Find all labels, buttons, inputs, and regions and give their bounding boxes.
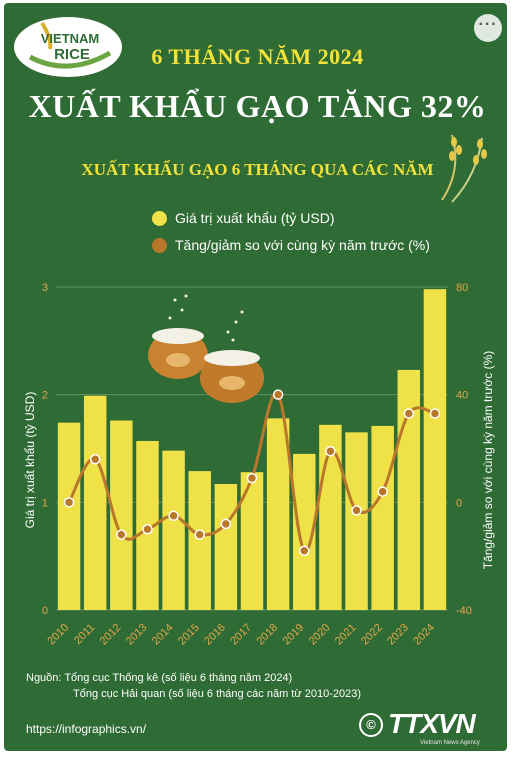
legend-item-bars: Giá trị xuất khẩu (tỷ USD) <box>152 210 335 226</box>
y2-tick-label: 80 <box>456 282 468 294</box>
copyright-icon: © <box>359 713 383 737</box>
growth-point-2013 <box>142 524 153 535</box>
growth-point-2017 <box>246 472 258 484</box>
growth-point-2023 <box>403 408 415 419</box>
bar-2010 <box>57 422 81 610</box>
bar-2023 <box>397 369 421 610</box>
legend-bar-swatch <box>152 211 167 226</box>
x-tick-label: 2022 <box>359 622 385 648</box>
x-tick-label: 2012 <box>98 622 124 648</box>
logo-text-vietnam: VIETNAM <box>41 31 100 46</box>
x-tick-label: 2020 <box>307 622 333 648</box>
vietnam-rice-logo: VIETNAM RICE <box>14 17 122 77</box>
x-tick-label: 2010 <box>45 622 71 648</box>
bar-2019 <box>293 453 316 610</box>
growth-line <box>67 391 436 553</box>
source-line-1: Nguồn: Tổng cục Thống kê (số liệu 6 thán… <box>26 672 293 684</box>
y-tick-label: 2 <box>42 390 48 402</box>
source-line-2: Tổng cục Hải quan (số liệu 6 tháng các n… <box>73 688 362 700</box>
y-tick-label: 1 <box>42 497 48 509</box>
bar-2017 <box>240 472 264 610</box>
y2-tick-label: -40 <box>456 605 472 617</box>
title-period: 6 THÁNG NĂM 2024 <box>151 44 364 69</box>
growth-point-2019 <box>299 545 310 557</box>
bar-2012 <box>110 420 133 610</box>
growth-point-2011 <box>89 454 101 465</box>
bar-2016 <box>214 484 238 610</box>
bar-2011 <box>83 395 107 610</box>
ttxvn-logo: TTXVN <box>388 708 476 739</box>
y2-axis-title: Tăng/giảm so với cùng kỳ năm trước (%) <box>481 351 495 570</box>
logo-text-rice: RICE <box>54 46 90 63</box>
growth-point-2021 <box>351 505 362 516</box>
y2-tick-label: 40 <box>456 390 468 402</box>
x-tick-label: 2016 <box>202 622 228 648</box>
bar-2015 <box>188 471 211 610</box>
title-headline: XUẤT KHẨU GẠO TĂNG 32% <box>28 88 487 124</box>
growth-point-2010 <box>63 497 75 508</box>
growth-point-2015 <box>194 529 205 540</box>
x-tick-label: 2023 <box>385 622 411 648</box>
x-tick-label: 2024 <box>411 622 437 648</box>
legend-line-label: Tăng/giảm so với cùng kỳ năm trước (%) <box>175 237 430 253</box>
x-tick-label: 2015 <box>176 622 202 648</box>
growth-point-2012 <box>116 529 127 540</box>
bar-2018 <box>266 418 290 610</box>
bar-2022 <box>371 425 394 610</box>
y2-tick-label: 0 <box>456 497 462 509</box>
website-link[interactable]: https://infographics.vn/ <box>26 722 147 736</box>
x-tick-label: 2013 <box>124 622 150 648</box>
ttxvn-subtitle: Vietnam News Agency <box>420 740 480 746</box>
legend-item-line: Tăng/giảm so với cùng kỳ năm trước (%) <box>152 237 430 253</box>
bar-2024 <box>423 289 447 610</box>
more-options-button[interactable]: ··· <box>474 14 502 42</box>
growth-point-2022 <box>377 486 388 497</box>
y-tick-label: 3 <box>42 282 48 294</box>
rice-stalk-icon <box>441 134 487 203</box>
growth-point-2016 <box>220 518 232 530</box>
growth-point-2014 <box>168 510 179 522</box>
chart-title: XUẤT KHẨU GẠO 6 THÁNG QUA CÁC NĂM <box>81 160 434 179</box>
x-tick-label: 2019 <box>281 622 307 648</box>
x-tick-label: 2021 <box>333 622 359 648</box>
bar-2021 <box>345 432 368 610</box>
growth-point-2024 <box>429 408 441 419</box>
x-tick-label: 2014 <box>150 622 176 648</box>
growth-point-2018 <box>272 389 284 400</box>
x-tick-label: 2017 <box>228 622 254 648</box>
x-tick-label: 2011 <box>72 622 97 647</box>
legend-bar-label: Giá trị xuất khẩu (tỷ USD) <box>175 210 335 226</box>
growth-point-2020 <box>325 445 336 457</box>
y-axis-title: Giá trị xuất khẩu (tỷ USD) <box>23 392 37 529</box>
y-tick-label: 0 <box>42 605 48 617</box>
x-tick-label: 2018 <box>254 622 280 648</box>
legend-line-swatch <box>152 238 167 253</box>
bar-2014 <box>162 450 185 610</box>
rice-bags-illustration <box>148 294 264 403</box>
